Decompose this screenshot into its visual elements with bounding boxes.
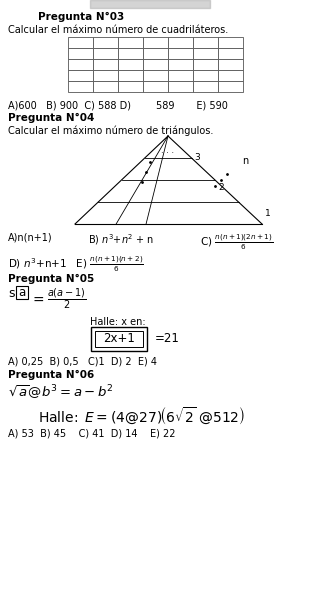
Bar xyxy=(143,48,168,59)
Text: n: n xyxy=(242,156,248,166)
Text: Pregunta N°06: Pregunta N°06 xyxy=(8,370,94,380)
Text: · · ·: · · · xyxy=(161,150,175,159)
Text: B) $n^3$+$n^2$ + n: B) $n^3$+$n^2$ + n xyxy=(88,232,154,247)
Text: $= \frac{a(a-1)}{2}$: $= \frac{a(a-1)}{2}$ xyxy=(30,287,87,312)
Bar xyxy=(68,81,93,92)
Bar xyxy=(143,59,168,70)
Text: =21: =21 xyxy=(155,333,180,346)
Text: Pregunta N°03: Pregunta N°03 xyxy=(38,12,124,22)
Bar xyxy=(91,327,147,351)
Bar xyxy=(68,59,93,70)
Bar xyxy=(218,48,243,59)
Bar xyxy=(218,81,243,92)
Bar xyxy=(93,81,118,92)
Bar xyxy=(218,37,243,48)
Bar xyxy=(168,70,193,81)
Bar xyxy=(68,70,93,81)
Bar xyxy=(143,70,168,81)
Text: 2x+1: 2x+1 xyxy=(103,333,135,346)
Bar xyxy=(118,59,143,70)
Bar xyxy=(93,59,118,70)
Bar xyxy=(93,37,118,48)
Bar xyxy=(218,70,243,81)
Bar xyxy=(68,48,93,59)
Bar xyxy=(168,48,193,59)
Bar xyxy=(143,37,168,48)
Text: 1: 1 xyxy=(265,209,271,218)
Bar xyxy=(168,37,193,48)
Text: Pregunta N°05: Pregunta N°05 xyxy=(8,274,94,284)
Bar xyxy=(95,331,143,347)
Bar xyxy=(118,81,143,92)
Bar xyxy=(218,59,243,70)
Bar xyxy=(118,37,143,48)
Text: C) $\frac{n(n+1)(2n+1)}{6}$: C) $\frac{n(n+1)(2n+1)}{6}$ xyxy=(200,232,274,252)
Bar xyxy=(143,81,168,92)
Text: A) 0,25  B) 0,5   C)1  D) 2  E) 4: A) 0,25 B) 0,5 C)1 D) 2 E) 4 xyxy=(8,357,157,367)
Bar xyxy=(193,81,218,92)
Bar xyxy=(93,48,118,59)
Text: 2: 2 xyxy=(218,184,224,193)
Bar xyxy=(193,70,218,81)
Text: Halle: $\,E = (4@27)\!\left(6\sqrt{2}\;@512\right)$: Halle: $\,E = (4@27)\!\left(6\sqrt{2}\;@… xyxy=(38,405,245,426)
Text: Calcular el máximo número de cuadriláteros.: Calcular el máximo número de cuadriláter… xyxy=(8,25,228,35)
Bar xyxy=(118,48,143,59)
Text: A)n(n+1): A)n(n+1) xyxy=(8,232,53,242)
Bar xyxy=(193,48,218,59)
Text: A)600   B) 900  C) 588 D)        589       E) 590: A)600 B) 900 C) 588 D) 589 E) 590 xyxy=(8,100,228,110)
Text: Calcular el máximo número de triángulos.: Calcular el máximo número de triángulos. xyxy=(8,126,213,136)
Bar xyxy=(193,59,218,70)
Text: 3: 3 xyxy=(195,154,200,163)
Text: $\sqrt{a}@b^3 = a - b^2$: $\sqrt{a}@b^3 = a - b^2$ xyxy=(8,383,114,401)
Bar xyxy=(68,37,93,48)
Bar xyxy=(193,37,218,48)
Bar xyxy=(16,286,28,299)
Text: Halle: x en:: Halle: x en: xyxy=(90,317,145,327)
Bar xyxy=(168,81,193,92)
Text: D) $n^3$+n+1   E) $\frac{n(n+1)(n+2)}{6}$: D) $n^3$+n+1 E) $\frac{n(n+1)(n+2)}{6}$ xyxy=(8,254,144,274)
Bar xyxy=(168,59,193,70)
Text: a: a xyxy=(18,286,26,299)
Text: Pregunta N°04: Pregunta N°04 xyxy=(8,113,94,123)
Text: A) 53  B) 45    C) 41  D) 14    E) 22: A) 53 B) 45 C) 41 D) 14 E) 22 xyxy=(8,429,175,439)
Bar xyxy=(118,70,143,81)
Bar xyxy=(93,70,118,81)
Text: s: s xyxy=(8,287,14,300)
